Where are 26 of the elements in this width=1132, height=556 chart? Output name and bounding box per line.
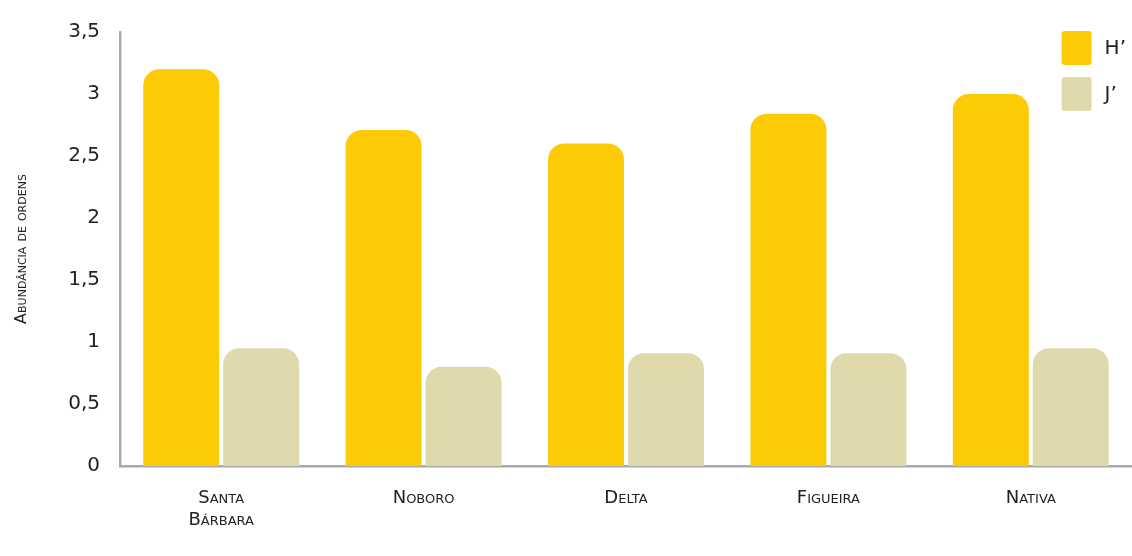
y-tick-label: 2 <box>87 204 100 229</box>
x-tick-label: Santa Bárbara <box>188 486 255 530</box>
bar <box>750 113 827 466</box>
bar <box>830 353 907 466</box>
x-tick-label: Delta <box>604 486 648 508</box>
x-tick-label: Figueira <box>796 486 861 508</box>
bar <box>425 366 502 466</box>
y-tick-label: 0 <box>87 452 100 477</box>
legend-label: H’ <box>1104 35 1127 60</box>
y-tick-label: 3,5 <box>68 18 100 43</box>
y-tick-label: 2,5 <box>68 142 100 167</box>
bar <box>952 94 1029 466</box>
x-tick-label: Noboro <box>392 486 455 508</box>
y-axis-title: Abundância de ordens <box>10 174 30 324</box>
y-tick-label: 1 <box>87 328 100 353</box>
legend-label: J’ <box>1102 81 1117 106</box>
x-tick-label: Nativa <box>1005 486 1056 508</box>
bar <box>628 353 704 466</box>
y-tick-label: 3 <box>87 80 100 105</box>
y-tick-label: 1,5 <box>68 266 100 291</box>
bar <box>345 129 422 466</box>
bar <box>143 69 220 466</box>
bar <box>548 143 624 466</box>
bar <box>1032 348 1109 466</box>
bar <box>223 348 300 466</box>
y-tick-label: 0,5 <box>68 390 100 415</box>
